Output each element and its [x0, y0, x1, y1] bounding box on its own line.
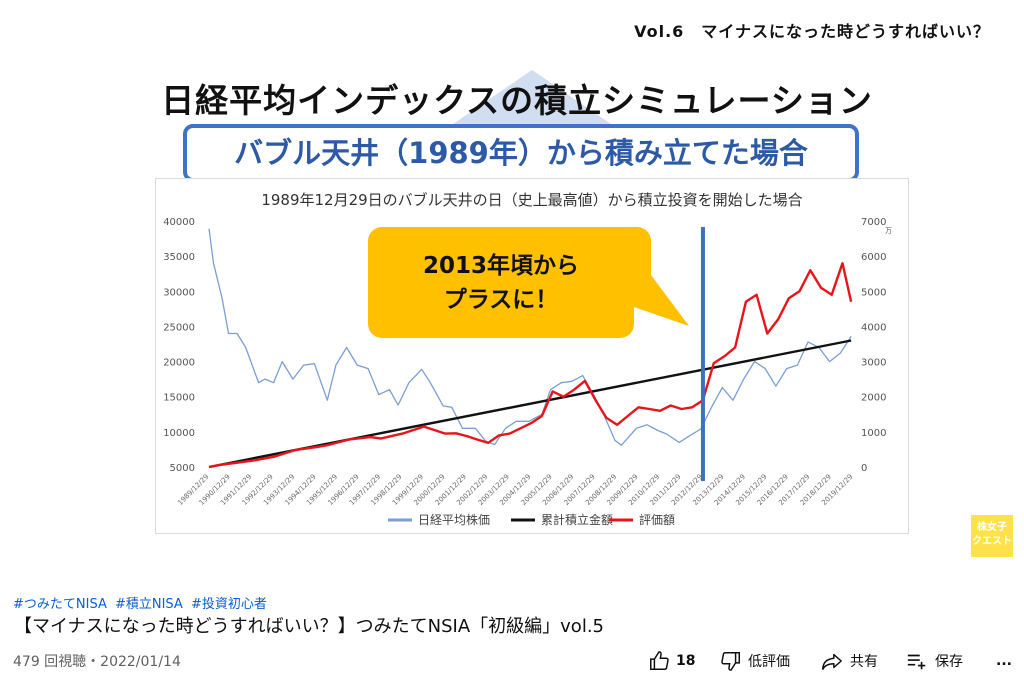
- badge-line2: クエスト: [972, 536, 1012, 547]
- share-button[interactable]: 共有: [820, 648, 878, 674]
- like-button[interactable]: 18: [648, 648, 695, 674]
- series-line-nikkei: [208, 228, 852, 446]
- callout-line1: 2013年頃から: [423, 252, 579, 279]
- series-line-valuation: [208, 261, 853, 469]
- hashtag-link[interactable]: #つみたてNISA: [13, 597, 107, 612]
- y-left-tick-label: 30000: [163, 287, 195, 298]
- slide-title: 日経平均インデックスの積立シミュレーション: [161, 81, 873, 120]
- more-actions-button[interactable]: ...: [996, 648, 1012, 674]
- y-right-tick-label: 2000: [861, 393, 886, 404]
- callout-line2: プラスに！: [444, 287, 559, 313]
- y-right-tick-label: 1000: [861, 428, 886, 439]
- dislike-label: 低評価: [748, 654, 790, 670]
- callout-bubble: [368, 227, 689, 338]
- y-left-tick-label: 35000: [163, 252, 195, 263]
- save-button[interactable]: 保存: [905, 648, 963, 674]
- y-right-tick-label: 5000: [861, 287, 886, 298]
- y-right-tick-label: 6000: [861, 252, 886, 263]
- y-left-tick-label: 25000: [163, 322, 195, 333]
- chart-svg: 4000035000300002500020000150001000050007…: [163, 217, 892, 527]
- hashtag-link[interactable]: #投資初心者: [190, 597, 267, 612]
- hashtag-link[interactable]: #積立NISA: [114, 597, 183, 612]
- episode-label: Vol.6 マイナスになった時どうすればいい？: [634, 22, 990, 41]
- channel-badge: 株女子 クエスト: [971, 515, 1013, 557]
- y-right-tick-label: 7000: [861, 217, 886, 228]
- legend-cumulative: 累計積立金額: [541, 512, 613, 527]
- dislike-button[interactable]: 低評価: [720, 648, 790, 674]
- more-icon: ...: [996, 653, 1012, 669]
- y-left-tick-label: 10000: [163, 428, 195, 439]
- y-left-tick-label: 40000: [163, 217, 195, 228]
- playlist-add-icon: [907, 654, 926, 670]
- hashtags: #つみたてNISA #積立NISA #投資初心者: [13, 593, 271, 612]
- legend-nikkei: 日経平均株価: [418, 512, 490, 527]
- chart-title: 1989年12月29日のバブル天井の日（史上最高値）から積立投資を開始した場合: [261, 191, 803, 209]
- share-icon: [822, 653, 842, 670]
- video-frame[interactable]: Vol.6 マイナスになった時どうすればいい？ 日経平均インデックスの積立シミュ…: [12, 0, 1022, 570]
- y-left-tick-label: 5000: [170, 463, 195, 474]
- slide-subtitle: バブル天井（1989年）から積み立てた場合: [183, 124, 859, 182]
- y-right-tick-label: 3000: [861, 358, 886, 369]
- legend-valuation: 評価額: [639, 512, 675, 527]
- thumb-up-icon: [650, 651, 669, 670]
- y-left-tick-label: 20000: [163, 358, 195, 369]
- y-right-unit: 万: [885, 227, 892, 235]
- y-left-tick-label: 15000: [163, 393, 195, 404]
- like-count: 18: [676, 653, 696, 669]
- save-label: 保存: [935, 654, 963, 670]
- video-title: 【マイナスになった時どうすればいい？】つみたてNSIA「初級編」vol.5: [14, 616, 604, 637]
- share-label: 共有: [850, 654, 878, 670]
- y-right-tick-label: 4000: [861, 322, 886, 333]
- thumb-down-icon: [721, 652, 740, 671]
- badge-line1: 株女子: [977, 522, 1007, 533]
- chart-frame: 1989年12月29日のバブル天井の日（史上最高値）から積立投資を開始した場合 …: [155, 178, 909, 534]
- y-right-tick-label: 0: [861, 463, 867, 474]
- view-count-date: 479 回視聴・2022/01/14: [13, 654, 181, 670]
